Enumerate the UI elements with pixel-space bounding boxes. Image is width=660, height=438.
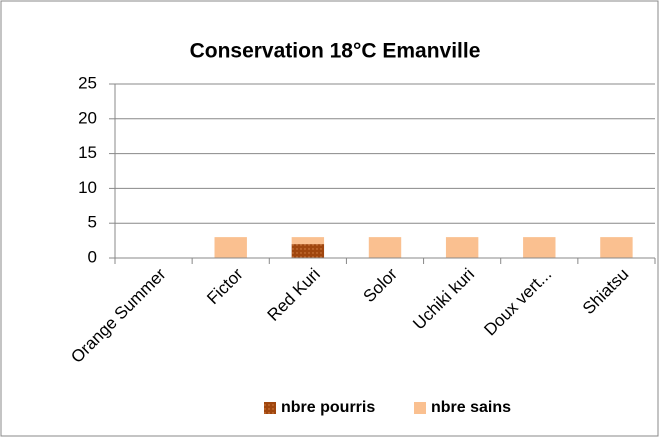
bar-segment	[368, 237, 402, 258]
bar-segment	[214, 237, 247, 258]
y-tick-label: 25	[78, 73, 97, 92]
chart-title: Conservation 18°C Emanville	[190, 40, 481, 63]
legend-text: nbre pourris	[281, 399, 375, 416]
y-tick-label: 5	[88, 213, 97, 232]
bar-segment	[291, 244, 325, 258]
legend-swatch	[264, 402, 276, 414]
bar-segment	[291, 237, 325, 245]
y-tick-label: 0	[88, 247, 97, 266]
bar-segment	[600, 237, 633, 258]
y-tick-label: 15	[78, 143, 97, 162]
bar-segment	[445, 237, 479, 258]
legend-swatch	[414, 402, 426, 414]
y-tick-label: 20	[78, 108, 97, 127]
legend-text: nbre sains	[431, 399, 511, 416]
bar-segment	[523, 237, 556, 258]
y-tick-label: 10	[78, 178, 97, 197]
